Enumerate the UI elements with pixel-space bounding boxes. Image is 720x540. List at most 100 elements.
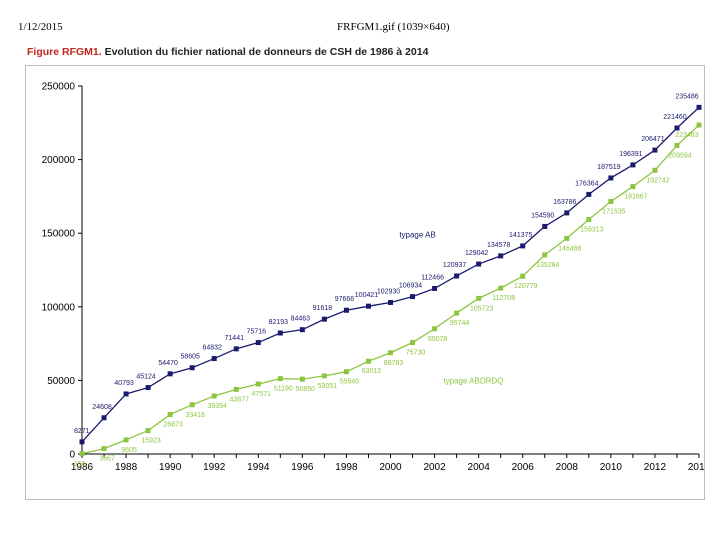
data-point	[498, 253, 504, 259]
data-point	[388, 299, 393, 305]
data-label: 8271	[74, 428, 90, 435]
data-point	[299, 376, 305, 382]
data-point	[101, 415, 107, 421]
data-label: 135284	[536, 262, 559, 269]
data-point	[476, 295, 482, 301]
data-point	[123, 437, 129, 443]
x-tick-label: 2008	[556, 462, 579, 473]
data-label: 45124	[136, 374, 156, 381]
data-point	[79, 439, 85, 445]
data-point	[608, 175, 614, 181]
x-tick-label: 2014	[688, 462, 704, 473]
x-tick-label: 1996	[291, 462, 314, 473]
x-tick-label: 2010	[600, 462, 623, 473]
data-point	[189, 365, 195, 371]
data-point	[630, 184, 636, 190]
data-label: 100421	[355, 292, 378, 299]
x-tick-label: 1990	[159, 462, 182, 473]
x-tick-label: 1986	[71, 462, 94, 473]
data-point	[321, 316, 327, 322]
data-label: 55940	[340, 379, 360, 386]
data-label: 163786	[553, 199, 576, 206]
data-point	[564, 235, 570, 241]
data-label: 129042	[465, 250, 488, 257]
data-label: 75730	[406, 350, 426, 357]
data-label: 159313	[580, 226, 603, 233]
figure-label: Figure RFGM1.	[27, 46, 102, 58]
data-point	[498, 285, 504, 291]
data-point	[365, 303, 371, 309]
data-label: 97666	[335, 296, 355, 303]
data-label: 40793	[114, 380, 134, 387]
data-label: 223483	[675, 132, 698, 139]
data-point	[277, 376, 283, 382]
print-file-name: FRFGM1.gif (1039×640)	[337, 21, 450, 33]
data-point	[123, 391, 129, 397]
data-point	[410, 294, 416, 300]
x-tick-label: 2012	[644, 462, 667, 473]
data-label: 71441	[225, 335, 245, 342]
data-point	[652, 167, 658, 173]
x-tick-label: 2006	[512, 462, 535, 473]
data-point	[233, 346, 239, 352]
data-point	[299, 327, 305, 333]
data-point	[167, 411, 173, 417]
x-tick-label: 1992	[203, 462, 226, 473]
data-label: 134578	[487, 242, 510, 249]
data-point	[652, 147, 658, 153]
y-tick-label: 0	[69, 450, 75, 461]
data-point	[410, 340, 416, 346]
data-point	[189, 402, 195, 408]
data-label: 53051	[318, 383, 338, 390]
figure-title-text: Evolution du fichier national de donneur…	[101, 46, 429, 58]
data-label: 95744	[450, 320, 470, 327]
data-point	[343, 307, 349, 313]
data-label: 51190	[274, 386, 293, 393]
data-point	[388, 350, 393, 356]
data-label: 54470	[158, 360, 178, 367]
data-point	[255, 340, 261, 346]
x-tick-label: 1998	[335, 462, 358, 473]
data-label: 64832	[202, 345, 222, 352]
x-tick-label: 1988	[115, 462, 138, 473]
data-point	[79, 451, 85, 457]
data-point	[432, 326, 438, 332]
data-label: 154590	[531, 212, 554, 219]
data-point	[696, 122, 702, 128]
data-label: 181667	[624, 194, 647, 201]
data-point	[674, 142, 680, 148]
data-point	[343, 369, 349, 375]
data-label: 50850	[296, 386, 316, 393]
data-point	[432, 285, 438, 291]
data-point	[630, 162, 636, 168]
series-label-typage-ab: typage AB	[399, 231, 435, 240]
x-tick-label: 2000	[379, 462, 402, 473]
figure-title: Figure RFGM1. Evolution du fichier natio…	[27, 46, 428, 58]
data-label: 150	[74, 461, 86, 468]
data-point	[674, 125, 680, 131]
data-point	[520, 243, 526, 249]
data-point	[211, 393, 217, 399]
data-label: 82193	[269, 319, 289, 326]
data-label: 33416	[185, 412, 205, 419]
data-label: 26873	[163, 421, 183, 428]
data-label: 68783	[384, 360, 404, 367]
data-label: 141375	[509, 232, 532, 239]
y-tick-label: 100000	[42, 302, 76, 313]
data-label: 102930	[377, 288, 400, 295]
data-point	[321, 373, 327, 379]
data-label: 63012	[362, 368, 382, 375]
data-point	[564, 210, 570, 216]
data-point	[365, 358, 371, 364]
data-label: 196391	[619, 151, 642, 158]
data-point	[233, 386, 239, 392]
data-point	[608, 199, 614, 205]
data-label: 24608	[92, 404, 112, 411]
data-point	[277, 330, 283, 336]
data-point	[454, 273, 460, 279]
data-label: 84463	[291, 316, 311, 323]
data-label: 3667	[99, 456, 115, 463]
data-point	[586, 191, 592, 197]
data-label: 105723	[470, 305, 493, 312]
data-point	[542, 252, 548, 258]
